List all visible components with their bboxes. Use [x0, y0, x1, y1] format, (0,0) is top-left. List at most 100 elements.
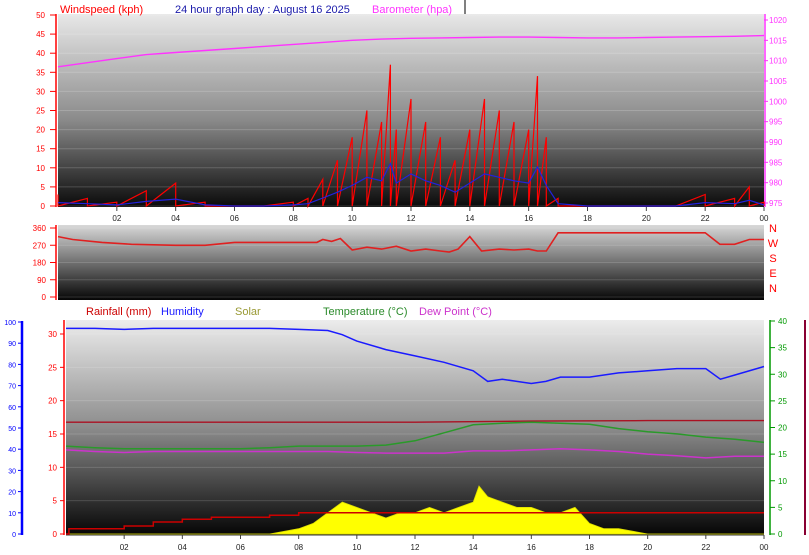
- wind-tick-label: 30: [36, 87, 45, 96]
- rainfall-tick-label: 20: [48, 397, 57, 406]
- temperature-axis: 0 5 10 15 20 25 30 35 40: [769, 317, 806, 539]
- x-tick-label: 16: [524, 214, 533, 223]
- wind-average-series: [57, 162, 765, 207]
- x-tick-label: 00: [760, 214, 769, 223]
- barometer-tick-label: 1020: [769, 16, 787, 25]
- barometer-tick-label: 985: [769, 158, 783, 167]
- barometer-tick-label: 1010: [769, 57, 787, 66]
- x-tick-label: 06: [230, 214, 239, 223]
- x-tick-label: 18: [585, 543, 594, 552]
- humidity-tick-label: 100: [4, 320, 16, 327]
- humidity-axis: 0 10 20 30 40 50 60 70 80 90 100: [4, 320, 24, 539]
- wind-tick-label: 25: [36, 107, 45, 116]
- x-tick-label: 14: [469, 543, 478, 552]
- rainfall-tick-label: 30: [48, 330, 57, 339]
- direction-tick-label: 180: [33, 259, 47, 268]
- temperature-tick-label: 0: [778, 530, 783, 539]
- humidity-tick-label: 20: [8, 490, 16, 497]
- rainfall-tick-label: 10: [48, 463, 57, 472]
- legend-temperature: Temperature (°C): [323, 306, 407, 318]
- barometer-tick-label: 995: [769, 118, 783, 127]
- humidity-tick-label: 30: [8, 468, 16, 475]
- temperature-tick-label: 35: [778, 344, 787, 353]
- wind-tick-label: 20: [36, 126, 45, 135]
- humidity-tick-label: 10: [8, 511, 16, 518]
- temperature-tick-label: 10: [778, 477, 787, 486]
- humidity-tick-label: 0: [12, 532, 16, 539]
- humidity-tick-label: 40: [8, 447, 16, 454]
- right-axis-label: Barometer (hpa): [372, 4, 452, 16]
- x-tick-label: 20: [642, 214, 651, 223]
- rainfall-axis: 0 5 10 15 20 25 30: [48, 320, 65, 539]
- compass-label: N: [769, 283, 777, 295]
- direction-tick-label: 270: [33, 241, 47, 250]
- x-tick-label: 06: [236, 543, 245, 552]
- compass-label: N: [769, 223, 777, 235]
- humidity-tick-label: 80: [8, 362, 16, 369]
- x-tick-label: 22: [701, 543, 710, 552]
- humidity-series: [66, 327, 765, 385]
- direction-tick-label: 360: [33, 224, 47, 233]
- bottom-x-axis: 02 04 06 08 10 12 14 16 18 20 22 00: [66, 534, 769, 552]
- humidity-tick-label: 50: [8, 426, 16, 433]
- legend-humidity: Humidity: [161, 306, 204, 318]
- wind-tick-label: 45: [36, 30, 45, 39]
- direction-series: [57, 232, 764, 253]
- x-tick-label: 02: [120, 543, 129, 552]
- barometer-tick-label: 1005: [769, 77, 787, 86]
- x-tick-label: 02: [112, 214, 121, 223]
- wind-tick-label: 35: [36, 68, 45, 77]
- wind-tick-label: 5: [41, 183, 46, 192]
- dewpoint-series: [65, 448, 764, 459]
- x-tick-label: 12: [407, 214, 416, 223]
- x-tick-label: 08: [289, 214, 298, 223]
- x-tick-label: 04: [171, 214, 180, 223]
- direction-tick-label: 0: [42, 293, 47, 302]
- rainfall-tick-label: 15: [48, 430, 57, 439]
- compass-label: W: [768, 238, 779, 250]
- wind-tick-label: 40: [36, 49, 45, 58]
- direction-axis: 0 90 180 270 360: [33, 224, 57, 302]
- temperature-max-series: [66, 419, 764, 423]
- x-tick-label: 10: [352, 543, 361, 552]
- rainfall-series: [66, 511, 764, 535]
- x-tick-label: 00: [760, 543, 769, 552]
- legend-dewpoint: Dew Point (°C): [419, 306, 492, 318]
- top-series: [57, 34, 765, 209]
- x-tick-label: 12: [411, 543, 420, 552]
- humidity-tick-label: 60: [8, 405, 16, 412]
- rainfall-tick-label: 5: [53, 497, 58, 506]
- temperature-tick-label: 30: [778, 370, 787, 379]
- bottom-plot-bg: [66, 320, 764, 535]
- barometer-series: [57, 34, 765, 68]
- wind-axis: 0 5 10 15 20 25 30 35 40 45 50: [36, 11, 57, 211]
- x-tick-label: 08: [294, 543, 303, 552]
- compass-label: S: [769, 253, 776, 265]
- x-tick-label: 14: [465, 214, 474, 223]
- wind-tick-label: 10: [36, 164, 45, 173]
- windspeed-series: [57, 64, 765, 209]
- direction-plot-bg: [58, 225, 764, 300]
- temperature-tick-label: 25: [778, 397, 787, 406]
- humidity-tick-label: 70: [8, 384, 16, 391]
- wind-direction-series: [57, 232, 764, 253]
- barometer-tick-label: 980: [769, 179, 783, 188]
- wind-tick-label: 15: [36, 145, 45, 154]
- barometer-tick-label: 1000: [769, 97, 787, 106]
- humidity-tick-label: 90: [8, 341, 16, 348]
- barometer-tick-label: 975: [769, 199, 783, 208]
- x-tick-label: 22: [701, 214, 710, 223]
- direction-tick-label: 90: [37, 276, 46, 285]
- wind-tick-label: 0: [41, 202, 46, 211]
- barometer-axis: 975 980 985 990 995 1000 1005 1010 1015 1020: [764, 14, 787, 208]
- temperature-tick-label: 5: [778, 503, 783, 512]
- x-tick-label: 20: [643, 543, 652, 552]
- top-x-axis: 02 04 06 08 10 12 14 16 18 20 22 00: [112, 207, 769, 223]
- chart-title: 24 hour graph day : August 16 2025: [175, 4, 350, 16]
- barometer-tick-label: 1015: [769, 36, 787, 45]
- x-tick-label: 16: [527, 543, 536, 552]
- temperature-tick-label: 15: [778, 450, 787, 459]
- x-tick-label: 04: [178, 543, 187, 552]
